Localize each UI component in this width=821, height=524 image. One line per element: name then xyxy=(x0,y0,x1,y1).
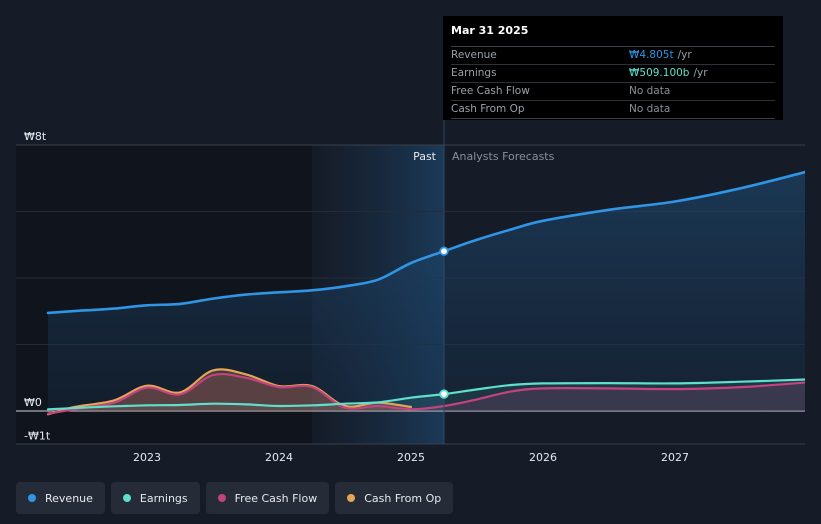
legend-label: Revenue xyxy=(45,491,93,505)
x-tick-label: 2024 xyxy=(265,451,293,464)
series-lines xyxy=(46,170,805,416)
legend-item-cash-from-op[interactable]: Cash From Op xyxy=(335,482,454,514)
series-area-revenue xyxy=(48,172,805,411)
free-cash-flow-dot-icon xyxy=(217,494,226,502)
tooltip-row-revenue: Revenue ₩4.805t /yr xyxy=(451,47,775,65)
tooltip: Mar 31 2025 Revenue ₩4.805t /yr Earnings… xyxy=(443,16,783,120)
series-line-earnings xyxy=(46,378,805,411)
past-label: Past xyxy=(413,150,437,163)
legend-item-revenue[interactable]: Revenue xyxy=(16,482,105,514)
x-tick-label: 2025 xyxy=(397,451,425,464)
tooltip-label: Free Cash Flow xyxy=(451,85,530,97)
cash-from-op-dot-icon xyxy=(347,494,356,502)
tooltip-value-earnings: ₩509.100b xyxy=(629,67,690,79)
tooltip-row-earnings: Earnings ₩509.100b /yr xyxy=(451,65,775,83)
tooltip-row-cfo: Cash From Op No data xyxy=(451,101,775,119)
series-line-cash-from-op xyxy=(46,368,413,416)
tooltip-row-fcf: Free Cash Flow No data xyxy=(451,83,775,101)
y-tick-label: -₩1t xyxy=(24,429,51,442)
legend-label: Cash From Op xyxy=(364,491,442,505)
legend-item-earnings[interactable]: Earnings xyxy=(110,482,200,514)
earnings-dot-icon xyxy=(122,494,131,502)
tooltip-unit: /yr xyxy=(677,49,692,61)
revenue-dot-icon xyxy=(28,494,36,502)
y-tick-label: ₩8t xyxy=(24,130,47,143)
axis-labels: ₩8t ₩0 -₩1t 2023 2024 2025 2026 2027 xyxy=(24,130,689,464)
x-tick-label: 2026 xyxy=(529,451,557,464)
marker-earnings xyxy=(439,389,449,399)
x-tick-label: 2027 xyxy=(661,451,689,464)
highlight-markers xyxy=(439,246,449,399)
tooltip-value-revenue: ₩4.805t xyxy=(629,49,674,61)
legend-item-free-cash-flow[interactable]: Free Cash Flow xyxy=(205,482,330,514)
legend-label: Earnings xyxy=(139,491,188,505)
tooltip-value-fcf: No data xyxy=(629,85,671,97)
series-line-revenue xyxy=(46,170,805,315)
tooltip-label: Revenue xyxy=(451,49,497,61)
tooltip-unit: /yr xyxy=(693,67,708,79)
tooltip-label: Cash From Op xyxy=(451,103,525,115)
legend-label: Free Cash Flow xyxy=(234,491,318,505)
legend: Revenue Earnings Free Cash Flow Cash Fro… xyxy=(16,482,454,514)
y-tick-label: ₩0 xyxy=(24,396,42,409)
series-area-cash-from-op xyxy=(48,369,411,415)
tooltip-date: Mar 31 2025 xyxy=(451,22,775,47)
x-tick-label: 2023 xyxy=(133,451,161,464)
marker-revenue xyxy=(439,246,449,256)
tooltip-label: Earnings xyxy=(451,67,497,79)
tooltip-value-cfo: No data xyxy=(629,103,671,115)
series-line-free-cash-flow xyxy=(46,372,805,415)
forecast-label: Analysts Forecasts xyxy=(452,150,555,163)
